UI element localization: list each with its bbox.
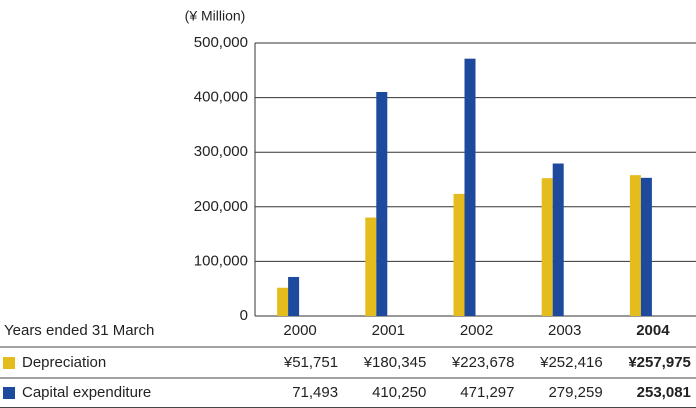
x-tick-label: 2001 — [372, 322, 405, 339]
y-tick-label: 200,000 — [194, 198, 248, 215]
bar — [288, 276, 300, 316]
table-value: 253,081 — [637, 384, 691, 401]
y-tick-label: 300,000 — [194, 143, 248, 160]
y-tick-label: 400,000 — [194, 89, 248, 106]
legend-label: Capital expenditure — [22, 384, 151, 401]
legend-label: Depreciation — [22, 354, 106, 371]
bar — [640, 177, 652, 316]
bar — [277, 287, 289, 316]
x-tick-label: 2003 — [548, 322, 581, 339]
y-tick-label: 0 — [240, 307, 248, 324]
table-header: Years ended 31 March — [4, 322, 154, 339]
table-value: 71,493 — [292, 384, 338, 401]
bar — [365, 217, 377, 316]
bar — [541, 178, 553, 316]
table-value: ¥257,975 — [628, 354, 691, 371]
x-tick-label: 2002 — [460, 322, 493, 339]
unit-label: (¥ Million) — [185, 8, 246, 24]
table-value: 410,250 — [372, 384, 426, 401]
legend-swatch — [3, 387, 15, 399]
bar — [629, 175, 641, 316]
bar — [376, 92, 388, 316]
bar — [453, 193, 465, 316]
legend-swatch — [3, 357, 15, 369]
table-value: ¥252,416 — [539, 354, 603, 371]
table-value: 279,259 — [548, 384, 602, 401]
table-value: 471,297 — [460, 384, 514, 401]
table-value: ¥180,345 — [363, 354, 427, 371]
table-value: ¥223,678 — [451, 354, 515, 371]
bar — [552, 163, 564, 316]
bar — [464, 58, 476, 316]
y-tick-label: 100,000 — [194, 252, 248, 269]
x-tick-label: 2004 — [636, 322, 670, 339]
x-tick-label: 2000 — [283, 322, 316, 339]
y-tick-label: 500,000 — [194, 34, 248, 51]
table-value: ¥51,751 — [283, 354, 338, 371]
